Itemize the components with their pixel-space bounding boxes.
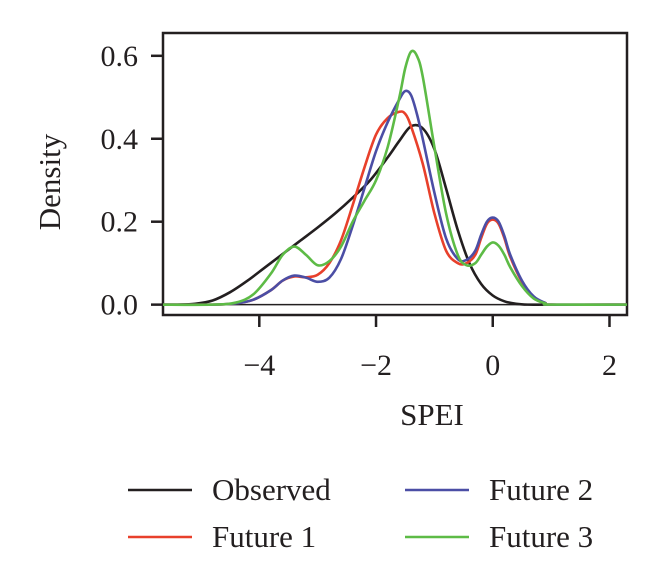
- series-layer: [163, 49, 627, 307]
- y-axis: 0.0 0.2 0.4 0.6: [101, 40, 163, 322]
- legend-label-future-1: Future 1: [212, 519, 316, 554]
- x-axis-title: SPEI: [400, 397, 464, 432]
- y-axis-title: Density: [32, 133, 67, 230]
- series-line-future-2: [163, 89, 627, 307]
- x-axis: −4 −2 0 2: [243, 315, 617, 382]
- legend-label-observed: Observed: [212, 472, 331, 507]
- legend-label-future-3: Future 3: [489, 519, 593, 554]
- x-tick-label: −4: [243, 349, 275, 382]
- plot-frame: [161, 31, 629, 317]
- y-tick-label: 0.4: [101, 123, 139, 156]
- y-tick-label: 0.0: [101, 289, 139, 322]
- y-tick-label: 0.6: [101, 40, 139, 73]
- x-tick-label: 0: [485, 349, 500, 382]
- x-tick-label: 2: [602, 349, 617, 382]
- legend: Observed Future 2 Future 1 Future 3: [128, 472, 593, 554]
- series-line-observed: [163, 123, 627, 306]
- series-line-future-1: [163, 110, 627, 307]
- y-tick-label: 0.2: [101, 206, 139, 239]
- legend-label-future-2: Future 2: [489, 472, 593, 507]
- x-tick-label: −2: [360, 349, 392, 382]
- series-line-future-3: [163, 49, 627, 307]
